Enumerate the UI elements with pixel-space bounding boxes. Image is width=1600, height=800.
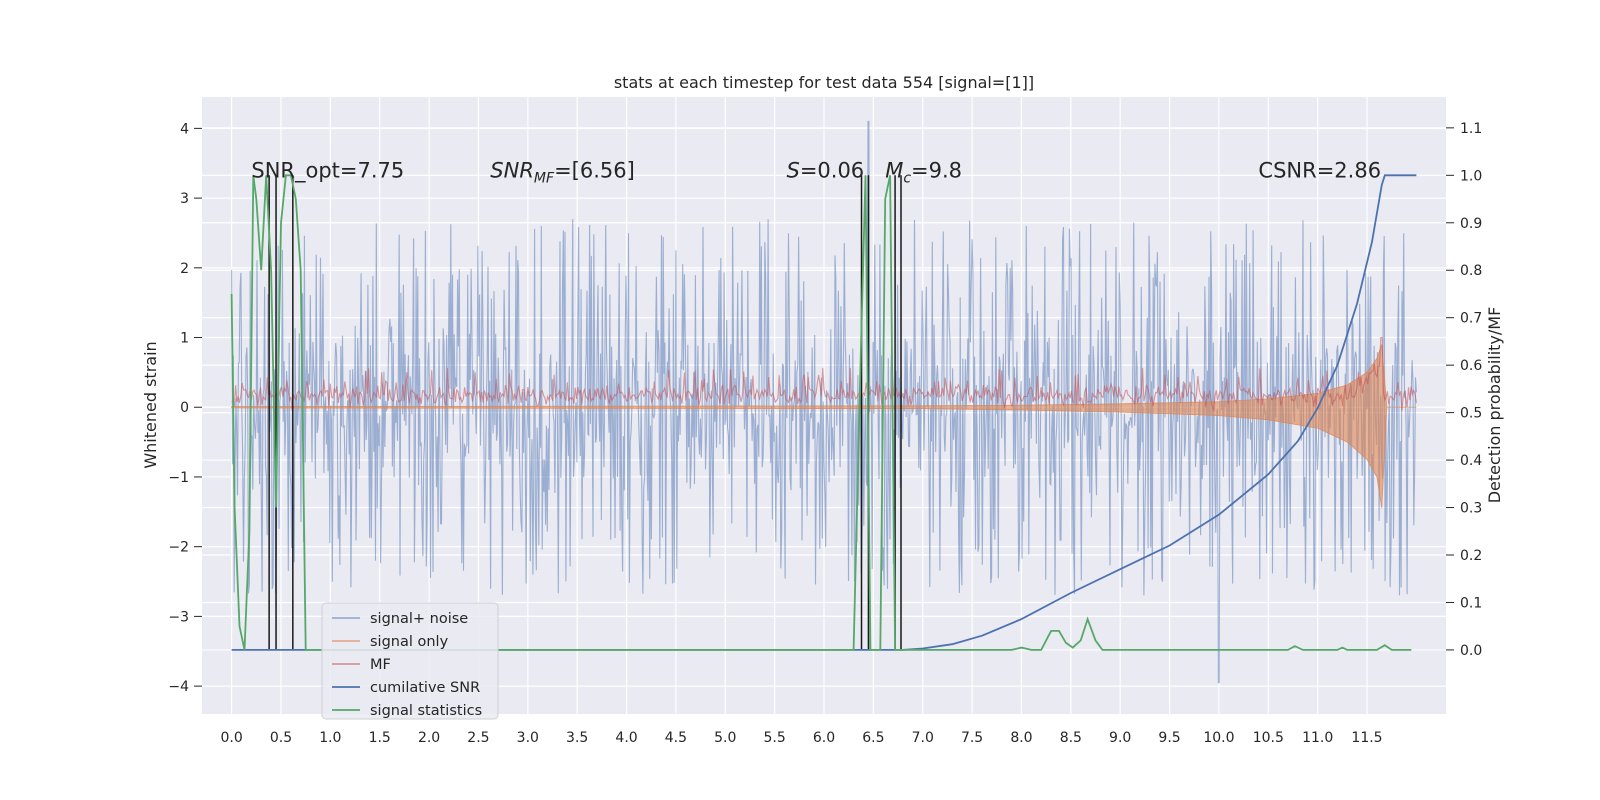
legend-box [321,602,499,720]
series-signal-noise [231,120,1417,684]
axes-layer: 0.0 0.5 1.0 1.5 2.0 2.5 3.0 3.5 4.0 4.5 5.0 5.5 6.0 6… [168,121,1482,746]
annotation-snr_mf: SNRMF=[6.56] [490,158,635,186]
legend-label: signal only [370,634,449,650]
y2-tick-label: 1.1 [1460,121,1482,137]
series-cumulative-snr [231,174,1417,651]
y-tick-label: 4 [180,121,189,137]
chart-title: stats at each timestep for test data 554… [614,73,1034,92]
x-tick-label: 11.0 [1302,730,1333,746]
y2-tick-label: 1.0 [1460,168,1482,184]
x-tick-label: 2.5 [467,730,489,746]
x-tick-label: 1.0 [319,730,341,746]
x-tick-label: 8.5 [1060,730,1082,746]
x-tick-label: 9.5 [1158,730,1180,746]
y2-tick-label: 0.9 [1460,216,1482,232]
y-tick-label: 1 [180,331,189,347]
y2-tick-label: 0.6 [1460,358,1482,374]
annotations: SNR_opt=7.75 SNRMF=[6.56] S=0.06 Mc=9.8 CSNR… [251,158,1381,186]
x-tick-label: 0.5 [270,730,292,746]
annotation-csnr: CSNR=2.86 [1258,158,1381,182]
legend-label: cumilative SNR [370,680,480,696]
legend-label: signal statistics [370,703,482,719]
annotation-mc: Mc=9.8 [885,158,962,186]
y2-tick-label: 0.4 [1460,453,1482,469]
x-tick-label: 3.0 [517,730,539,746]
legend-label: signal+ noise [370,611,468,627]
y2-tick-label: 0.5 [1460,406,1482,422]
y2-tick-label: 0.2 [1460,548,1482,564]
x-tick-label: 2.0 [418,730,440,746]
y2-tick-label: 0.1 [1460,595,1482,611]
x-tick-label: 3.5 [566,730,588,746]
y2-tick-label: 0.7 [1460,311,1482,327]
y-tick-label: 0 [180,400,189,416]
y-tick-label: 3 [180,191,189,207]
y-axis-label: Whitened strain [141,341,160,468]
legend-label: MF [370,657,391,673]
x-tick-label: 10.5 [1253,730,1284,746]
y-tick-label: −1 [168,470,189,486]
y-tick-label: −2 [168,540,189,556]
x-tick-label: 8.0 [1010,730,1032,746]
y-tick-label: 2 [180,261,189,277]
x-tick-label: 4.0 [615,730,637,746]
y2-tick-label: 0.0 [1460,643,1482,659]
x-tick-label: 9.0 [1109,730,1131,746]
y2-axis-label: Detection probability/MF [1485,307,1504,504]
y2-tick-label: 0.8 [1460,263,1482,279]
x-tick-label: 5.0 [714,730,736,746]
data-layer [230,120,1417,684]
series-mf [231,336,1417,412]
x-tick-label: 11.5 [1351,730,1382,746]
x-tick-label: 10.0 [1203,730,1234,746]
x-tick-label: 1.5 [369,730,391,746]
y-tick-label: −3 [168,609,189,625]
annotation-s_stat: S=0.06 [786,158,864,182]
x-tick-label: 7.0 [912,730,934,746]
x-tick-label: 6.0 [813,730,835,746]
legend: signal+ noise signal only MF cumilative SNR… [321,602,499,720]
y-tick-label: −4 [168,679,189,695]
x-tick-label: 0.0 [220,730,242,746]
annotation-snr_opt: SNR_opt=7.75 [251,158,404,183]
x-tick-label: 7.5 [961,730,983,746]
series-signal-statistics [230,174,1412,651]
x-tick-label: 6.5 [862,730,884,746]
x-tick-label: 5.5 [764,730,786,746]
y2-tick-label: 0.3 [1460,501,1482,517]
x-tick-label: 4.5 [665,730,687,746]
